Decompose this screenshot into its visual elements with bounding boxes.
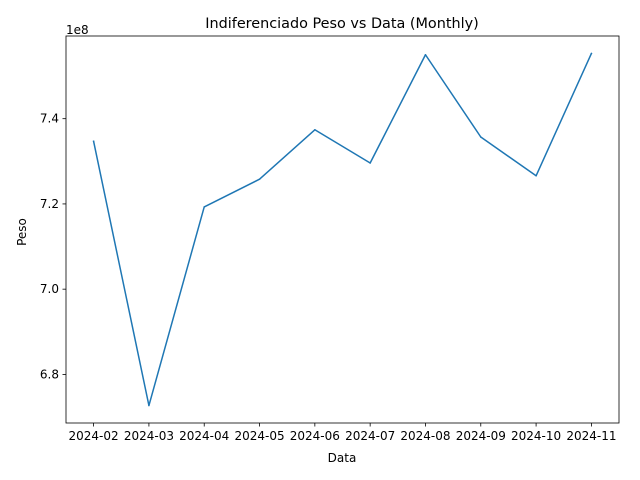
y-axis-offset-label: 1e8 (66, 23, 89, 37)
y-axis-label: Peso (15, 218, 29, 246)
x-axis-label: Data (328, 451, 357, 465)
data-point (480, 136, 482, 138)
data-point (203, 206, 205, 208)
chart-title: Indiferenciado Peso vs Data (Monthly) (205, 16, 479, 32)
x-tick-label: 2024-07 (345, 429, 395, 443)
x-tick-label: 2024-05 (234, 429, 284, 443)
data-point (92, 140, 95, 143)
x-tick-label: 2024-04 (179, 429, 229, 443)
x-tick-label: 2024-03 (124, 429, 174, 443)
x-tick-label: 2024-06 (290, 429, 340, 443)
series-line-0 (92, 52, 593, 407)
data-point (369, 162, 371, 164)
axes-frame (65, 35, 620, 424)
x-tick-label: 2024-10 (511, 429, 561, 443)
y-tick-label: 7.4 (40, 112, 59, 126)
data-point (148, 404, 150, 407)
y-tick-label: 6.8 (40, 367, 59, 381)
data-point (590, 52, 593, 55)
x-tick-label: 2024-09 (456, 429, 506, 443)
x-tick-label: 2024-08 (400, 429, 450, 443)
plot-area: 2024-02 2024-03 2024-04 2024-05 2024-06 2024-… (40, 35, 620, 443)
x-tick-label: 2024-11 (566, 429, 616, 443)
y-tick-label: 7.0 (40, 282, 59, 296)
y-tick-label: 7.2 (40, 197, 59, 211)
data-point (535, 175, 537, 177)
data-point (424, 54, 427, 56)
data-point (314, 129, 316, 131)
data-point (258, 178, 261, 180)
x-tick-label: 2024-02 (69, 429, 119, 443)
